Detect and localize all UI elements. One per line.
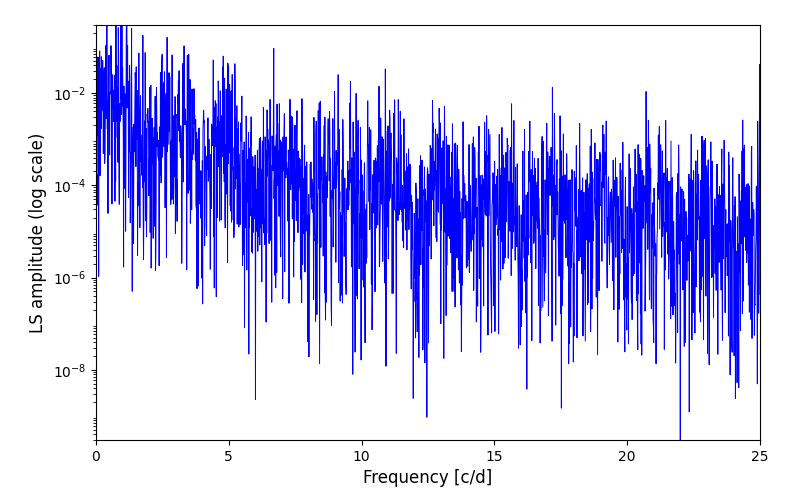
X-axis label: Frequency [c/d]: Frequency [c/d] <box>363 470 493 488</box>
Y-axis label: LS amplitude (log scale): LS amplitude (log scale) <box>30 132 47 332</box>
